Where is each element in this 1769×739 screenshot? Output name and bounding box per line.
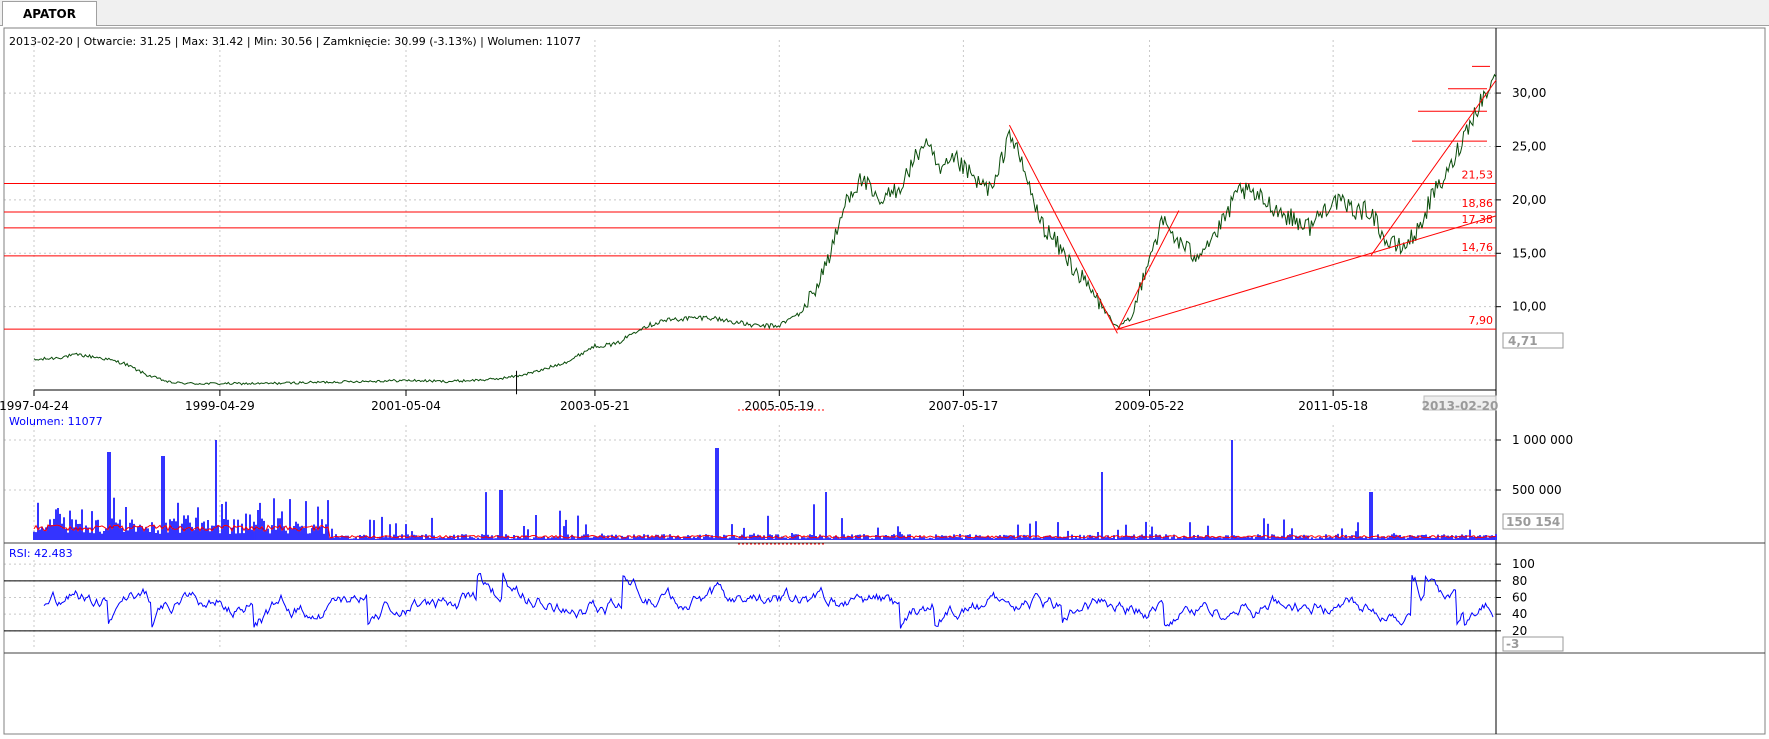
axes: 1997-04-24 1999-04-29 2001-05-04 2003-05-21…	[0, 86, 1573, 652]
level-label: 7,90	[1469, 314, 1494, 327]
price-y-tick-label: 30,00	[1512, 86, 1546, 100]
volume-panel[interactable]: Wolumen: 11077	[9, 415, 1497, 540]
price-y-tick-label: 25,00	[1512, 139, 1546, 153]
rsi-value-box-label: -3	[1506, 637, 1519, 651]
volume-average-line	[33, 523, 1497, 539]
tab-apator[interactable]: APATOR	[2, 1, 97, 26]
info-separator: |	[72, 35, 84, 48]
x-tick-label: 2007-05-17	[929, 399, 999, 413]
x-tick-label: 1999-04-29	[185, 399, 255, 413]
rsi-y-tick-label: 20	[1512, 624, 1527, 638]
info-close: Zamknięcie: 30.99 (-3.13%)	[322, 35, 477, 48]
info-date: 2013-02-20	[9, 35, 73, 48]
rsi-y-tick-label: 80	[1512, 574, 1527, 588]
info-separator: |	[312, 35, 323, 48]
trendline[interactable]	[1008, 124, 1118, 334]
volume-y-tick-label: 500 000	[1512, 483, 1562, 497]
x-tick-label: 2001-05-04	[371, 399, 441, 413]
grid-layer	[4, 40, 1497, 650]
price-panel[interactable]: 21,53 18,86 17,38 14,76 7,90	[4, 65, 1497, 395]
info-separator: |	[243, 35, 255, 48]
rsi-line[interactable]	[43, 572, 1494, 629]
rsi-y-tick-label: 100	[1512, 557, 1535, 571]
info-volume: Wolumen: 11077	[487, 35, 582, 48]
x-tick-label: 2009-05-22	[1115, 399, 1185, 413]
trendline[interactable]	[1116, 210, 1180, 331]
info-min: Min: 30.56	[254, 35, 313, 48]
level-label: 17,38	[1462, 213, 1494, 226]
info-max: Max: 31.42	[181, 35, 244, 48]
rsi-value-box	[1502, 636, 1564, 652]
rsi-label: RSI: 42.483	[9, 547, 73, 560]
info-open: Otwarcie: 31.25	[83, 35, 172, 48]
price-series-line[interactable]	[33, 73, 1497, 386]
x-tick-label: 2005-05-19	[744, 399, 814, 413]
price-value-box	[1502, 332, 1564, 349]
quote-info-bar: 2013-02-20 | Otwarcie: 31.25 | Max: 31.4…	[9, 35, 581, 48]
volume-label: Wolumen: 11077	[9, 415, 103, 428]
info-separator: |	[476, 35, 488, 48]
rsi-panel[interactable]: RSI: 42.483	[4, 547, 1496, 632]
tab-bar: APATOR	[0, 0, 1769, 26]
level-label: 14,76	[1462, 241, 1494, 254]
panel-frames	[3, 27, 1766, 735]
volume-value-box-label: 150 154	[1506, 515, 1560, 529]
current-date-box	[1423, 395, 1497, 411]
level-label: 18,86	[1462, 197, 1494, 210]
volume-y-tick-label: 1 000 000	[1512, 433, 1573, 447]
chart-frame	[3, 27, 1766, 735]
price-y-tick-label: 15,00	[1512, 246, 1546, 260]
x-tick-label: 2003-05-21	[560, 399, 630, 413]
price-y-tick-label: 20,00	[1512, 193, 1546, 207]
trendline[interactable]	[1370, 79, 1497, 256]
rsi-y-tick-label: 60	[1512, 591, 1527, 605]
volume-value-box	[1502, 513, 1564, 530]
x-tick-label: 1997-04-24	[0, 399, 69, 413]
price-y-tick-label: 10,00	[1512, 300, 1546, 314]
info-separator: |	[171, 35, 182, 48]
level-label: 21,53	[1462, 169, 1494, 182]
rsi-y-tick-label: 40	[1512, 607, 1527, 621]
trendline[interactable]	[1117, 215, 1497, 330]
x-tick-label: 2011-05-18	[1298, 399, 1368, 413]
price-value-box-label: 4,71	[1508, 334, 1538, 348]
x-tick-label: 2013-02-20	[1422, 399, 1499, 413]
